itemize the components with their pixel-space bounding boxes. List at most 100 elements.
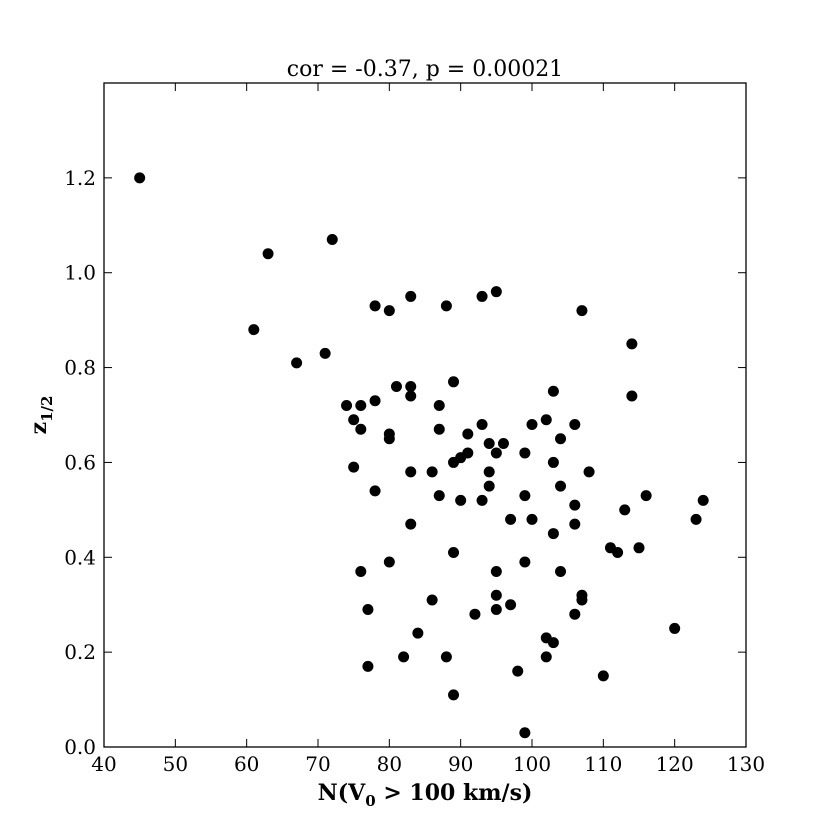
data-point (633, 542, 645, 554)
data-point (547, 528, 559, 540)
data-point (369, 395, 381, 407)
data-point (640, 490, 652, 502)
y-tick-label: 0.4 (64, 545, 96, 569)
data-point (448, 376, 460, 388)
data-point (612, 547, 624, 559)
data-point (512, 665, 524, 677)
data-point (412, 627, 424, 639)
data-point (569, 608, 581, 620)
data-point (355, 400, 367, 412)
data-point (405, 290, 417, 302)
data-point (547, 385, 559, 397)
data-point (405, 466, 417, 478)
data-point (619, 504, 631, 516)
data-point (583, 466, 595, 478)
x-tick-label: 40 (91, 752, 116, 776)
data-point (697, 494, 709, 506)
data-point (497, 437, 509, 449)
chart-title: cor = -0.37, p = 0.00021 (287, 57, 563, 82)
data-point (576, 305, 588, 317)
data-point (505, 599, 517, 611)
data-point (490, 603, 502, 615)
data-point (626, 338, 638, 350)
x-tick-label: 100 (513, 752, 551, 776)
data-point (462, 428, 474, 440)
y-tick-label: 0.0 (64, 735, 96, 759)
y-tick-label: 1.0 (64, 261, 96, 285)
data-point (555, 566, 567, 578)
x-tick-label: 110 (584, 752, 622, 776)
y-tick-label: 0.6 (64, 450, 96, 474)
y-axis-label: z1/2 (26, 396, 56, 435)
y-tick-label: 0.8 (64, 356, 96, 380)
data-point (476, 494, 488, 506)
data-point (448, 689, 460, 701)
data-point (569, 518, 581, 530)
data-point (440, 300, 452, 312)
data-point (540, 414, 552, 426)
data-point (626, 390, 638, 402)
x-tick-label: 90 (448, 752, 473, 776)
axis-tick-labels: 40 50 60 70 80 90 100 110 120 130 0.0 0.2 0.4 0.6 0.8 1… (64, 166, 765, 776)
x-tick-label: 60 (234, 752, 259, 776)
data-point (405, 381, 417, 393)
data-point (355, 423, 367, 435)
data-point (369, 300, 381, 312)
data-point (569, 499, 581, 511)
data-point (369, 485, 381, 497)
data-point (426, 466, 438, 478)
data-point (355, 566, 367, 578)
data-point (483, 466, 495, 478)
data-points (134, 172, 709, 739)
data-point (576, 594, 588, 606)
data-point (469, 608, 481, 620)
data-point (362, 660, 374, 672)
data-point (476, 418, 488, 430)
y-tick-label: 0.2 (64, 640, 96, 664)
data-point (405, 518, 417, 530)
data-point (455, 494, 467, 506)
data-point (319, 347, 331, 359)
data-point (490, 589, 502, 601)
data-point (526, 418, 538, 430)
x-axis-label: N(V0 > 100 km/s) (318, 780, 533, 810)
data-point (483, 437, 495, 449)
data-point (383, 305, 395, 317)
data-point (519, 490, 531, 502)
x-tick-label: 130 (727, 752, 765, 776)
data-point (490, 447, 502, 459)
data-point (490, 286, 502, 298)
data-point (426, 594, 438, 606)
data-point (348, 414, 360, 426)
data-point (405, 390, 417, 402)
data-point (448, 547, 460, 559)
data-point (669, 622, 681, 634)
data-point (433, 400, 445, 412)
data-point (390, 381, 402, 393)
data-point (547, 456, 559, 468)
data-point (398, 651, 410, 663)
axis-ticks (103, 83, 747, 748)
x-tick-label: 120 (656, 752, 694, 776)
data-point (483, 480, 495, 492)
data-point (448, 456, 460, 468)
data-point (476, 290, 488, 302)
data-point (383, 433, 395, 445)
data-point (326, 234, 338, 246)
data-point (362, 603, 374, 615)
x-tick-label: 70 (305, 752, 330, 776)
data-point (690, 513, 702, 525)
data-point (134, 172, 146, 184)
data-point (490, 566, 502, 578)
data-point (341, 400, 353, 412)
y-tick-label: 1.2 (64, 166, 96, 190)
x-tick-label: 80 (377, 752, 402, 776)
data-point (348, 461, 360, 473)
data-point (597, 670, 609, 682)
data-point (433, 490, 445, 502)
data-point (526, 513, 538, 525)
data-point (433, 423, 445, 435)
data-point (519, 447, 531, 459)
data-point (555, 433, 567, 445)
